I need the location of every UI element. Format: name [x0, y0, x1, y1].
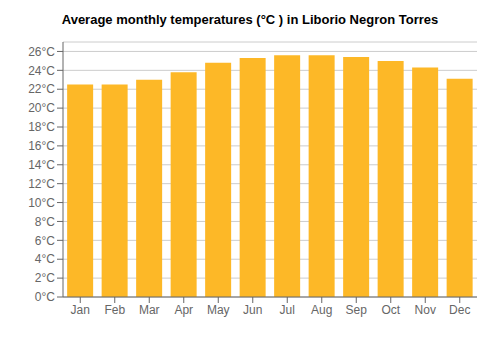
- svg-text:Sep: Sep: [346, 303, 368, 317]
- svg-text:Jan: Jan: [71, 303, 90, 317]
- svg-text:26°C: 26°C: [28, 45, 55, 59]
- svg-text:16°C: 16°C: [28, 139, 55, 153]
- svg-text:22°C: 22°C: [28, 82, 55, 96]
- svg-text:Mar: Mar: [139, 303, 160, 317]
- svg-text:Aug: Aug: [311, 303, 332, 317]
- svg-text:4°C: 4°C: [35, 252, 55, 266]
- svg-text:Feb: Feb: [104, 303, 125, 317]
- svg-text:Apr: Apr: [174, 303, 193, 317]
- svg-text:24°C: 24°C: [28, 64, 55, 78]
- svg-text:18°C: 18°C: [28, 120, 55, 134]
- svg-text:6°C: 6°C: [35, 234, 55, 248]
- svg-text:Oct: Oct: [381, 303, 400, 317]
- svg-text:Dec: Dec: [449, 303, 470, 317]
- svg-text:0°C: 0°C: [35, 290, 55, 304]
- html-text:Average monthly temperatures (: Average monthly temperatures (°C ) in Li…: [61, 12, 439, 27]
- svg-text:May: May: [207, 303, 230, 317]
- svg-text:8°C: 8°C: [35, 215, 55, 229]
- svg-text:14°C: 14°C: [28, 158, 55, 172]
- svg-text:Jun: Jun: [243, 303, 262, 317]
- svg-text:Nov: Nov: [415, 303, 436, 317]
- svg-text:20°C: 20°C: [28, 101, 55, 115]
- svg-text:12°C: 12°C: [28, 177, 55, 191]
- svg-text:10°C: 10°C: [28, 196, 55, 210]
- svg-text:2°C: 2°C: [35, 271, 55, 285]
- svg-text:Jul: Jul: [280, 303, 295, 317]
